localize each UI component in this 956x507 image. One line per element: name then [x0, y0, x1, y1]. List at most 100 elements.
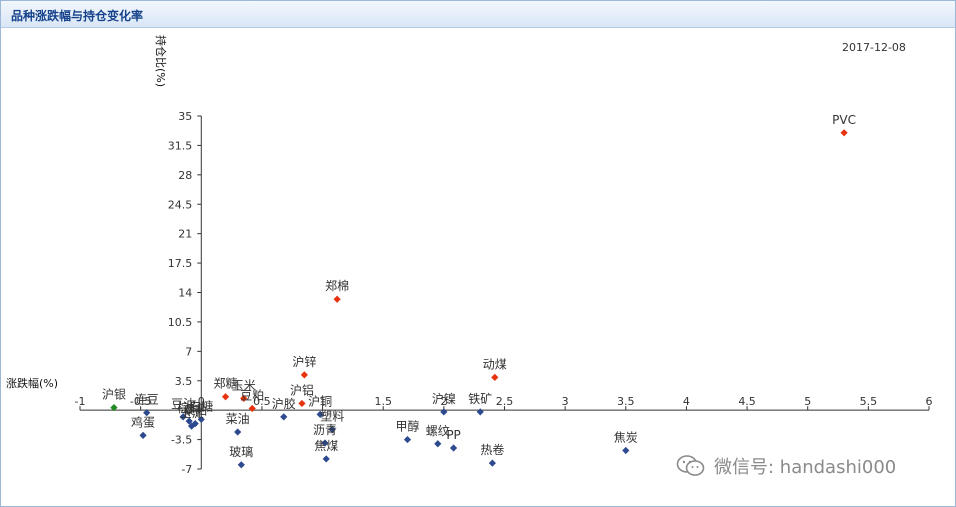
data-point: [316, 410, 324, 418]
x-tick-label: 4: [683, 395, 690, 408]
y-tick-label: 28: [178, 169, 192, 182]
y-tick-label: -7: [181, 463, 192, 476]
data-point: [840, 129, 848, 137]
data-point-label: 铁矿: [468, 392, 492, 406]
data-point-label: 甲醇: [395, 419, 419, 434]
x-tick-label: 1.5: [374, 395, 392, 408]
panel-header: 品种涨跌幅与持仓变化率: [1, 1, 955, 28]
x-tick-label: 2: [440, 395, 447, 408]
data-point-label: 塑料: [320, 408, 344, 423]
data-point-label: 玻璃: [229, 445, 253, 459]
data-point: [491, 373, 499, 381]
data-point: [110, 404, 118, 412]
data-point: [179, 413, 187, 421]
watermark-text: 微信号: handashi000: [714, 457, 897, 478]
data-point: [185, 417, 193, 425]
data-point: [234, 428, 242, 436]
data-point-label: 沪锌: [292, 355, 316, 369]
data-point: [328, 425, 336, 434]
x-tick-label: 1: [319, 395, 326, 408]
data-point-label: 沪银: [102, 388, 126, 402]
data-point: [321, 439, 329, 447]
data-point-label: 螺纹: [426, 424, 450, 438]
data-point-label: 焦炭: [614, 431, 638, 445]
data-point-label: 沪胶: [272, 396, 296, 411]
data-point: [434, 440, 442, 448]
data-point: [237, 461, 245, 469]
data-point-label: 沪铜: [308, 393, 332, 408]
y-tick-label: 10.5: [168, 316, 193, 329]
wechat-icon: [676, 455, 705, 476]
point-labels: PVC郑棉沪锌 动煤郑糖玉米豆粕 沪铝沪银 连豆鸡蛋豆油棕榈玉淀菜粕白糖菜油玻璃沪胶沪…: [102, 113, 856, 459]
y-tick-label: 35: [178, 110, 192, 123]
data-point-label: 鸡蛋: [131, 414, 155, 429]
data-point-label: 玉淀: [180, 406, 204, 420]
data-point-label: PP: [446, 428, 460, 442]
data-point-label: 棕榈: [177, 400, 201, 415]
data-point: [622, 446, 630, 455]
y-tick-label: 7: [185, 345, 192, 358]
data-point: [187, 422, 196, 430]
data-point: [197, 415, 205, 424]
data-point: [191, 420, 199, 428]
data-point-label: 沪铝: [290, 382, 314, 397]
data-point: [298, 399, 306, 408]
data-point: [449, 444, 458, 452]
x-tick-label: 5.5: [860, 395, 878, 408]
data-point-label: 焦煤: [314, 439, 338, 453]
data-point-label: 豆油: [171, 397, 195, 411]
data-point-label: 玉米: [232, 378, 256, 392]
data-point-label: 菜粕: [183, 403, 207, 418]
y-tick-label: 14: [178, 287, 192, 300]
y-tick-label: 17.5: [168, 257, 193, 270]
data-point: [322, 455, 330, 463]
x-tick-label: 3: [562, 395, 569, 408]
data-point: [476, 408, 484, 416]
x-tick-label: 0: [198, 395, 205, 408]
data-point: [143, 409, 151, 417]
chart-date: 2017-12-08: [842, 41, 906, 54]
x-tick-label: -0.5: [130, 395, 151, 408]
data-point: [221, 393, 230, 401]
data-point: [403, 435, 412, 444]
data-point-label: 郑糖: [214, 376, 238, 391]
x-tick-label: -1: [75, 395, 86, 408]
data-point-label: 沪镍: [432, 392, 456, 406]
y-tick-label: 31.5: [168, 139, 193, 152]
data-point: [248, 404, 256, 413]
data-point-label: PVC: [832, 113, 856, 127]
panel-title: 品种涨跌幅与持仓变化率: [11, 9, 144, 23]
data-point: [333, 295, 341, 303]
data-point-label: 豆粕: [240, 387, 264, 402]
x-tick-label: 4.5: [738, 395, 756, 408]
data-points: [110, 129, 848, 469]
data-point-label: 动煤: [483, 357, 507, 371]
data-point: [280, 413, 288, 421]
data-point-label: 郑棉: [325, 278, 349, 293]
data-point: [300, 371, 308, 379]
x-tick-label: 5: [804, 395, 811, 408]
y-tick-label: -3.5: [171, 434, 192, 447]
data-point-label: 沥青: [313, 423, 337, 437]
x-tick-label: 0.5: [253, 395, 271, 408]
y-tick-label: 3.5: [175, 375, 193, 388]
x-axis-title: 涨跌幅(%): [6, 376, 58, 390]
x-tick-label: 6: [926, 395, 933, 408]
y-tick-label: 21: [178, 228, 192, 241]
data-point-label: 菜油: [226, 412, 250, 426]
watermark: 微信号: handashi000: [676, 452, 896, 480]
y-axis-title: 持仓比(%): [154, 35, 168, 87]
data-point-label: 白糖: [189, 398, 213, 413]
y-tick-label: 0: [185, 404, 192, 417]
data-point: [488, 459, 496, 467]
data-point-label: 热卷: [480, 442, 504, 457]
x-tick-label: 3.5: [617, 395, 635, 408]
data-point-label: 连豆: [135, 392, 159, 407]
x-tick-label: 2.5: [496, 395, 514, 408]
data-point: [440, 408, 448, 416]
data-point: [139, 431, 147, 439]
data-point: [240, 394, 248, 402]
